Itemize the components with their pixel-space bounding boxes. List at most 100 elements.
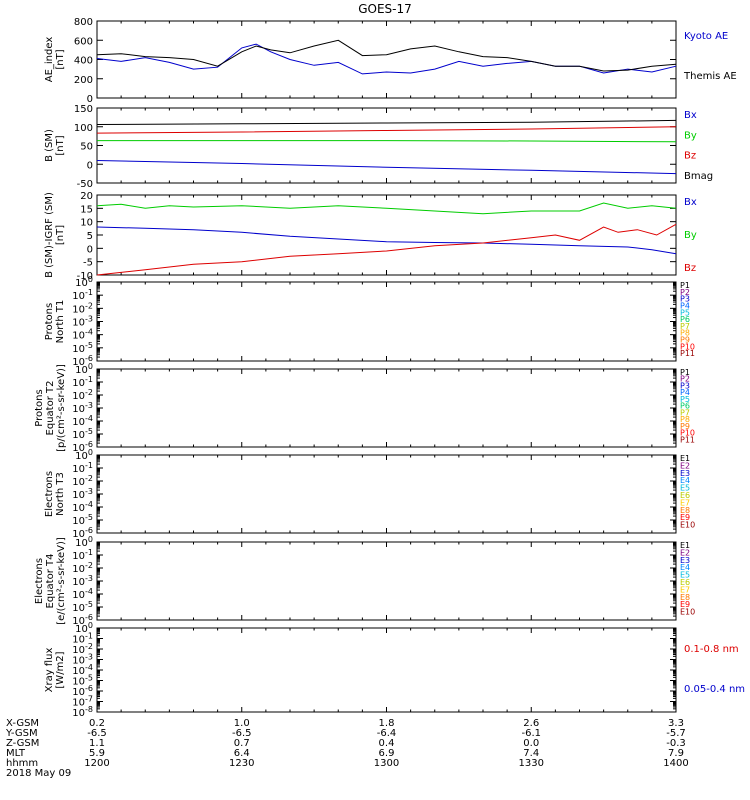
panel-2	[96, 107, 677, 184]
y-tick-label: 800	[74, 17, 93, 28]
x-info-value: 1400	[663, 758, 688, 769]
series-line-by	[97, 140, 677, 143]
series-line-bx	[96, 226, 677, 255]
legend-e6: E6	[680, 491, 690, 500]
series-line-bx	[96, 160, 677, 175]
y-tick-label: -10	[77, 271, 93, 282]
series-line-bmag	[96, 119, 677, 125]
y-tick-label: 20	[80, 191, 93, 202]
y-tick-label: 10-6	[72, 684, 93, 698]
y-axis-label: North T1	[55, 300, 66, 344]
x-info-value: 1.0	[234, 718, 250, 729]
x-info-label: hhmm	[6, 758, 38, 769]
legend-p6: P6	[680, 315, 690, 324]
legend-e7: E7	[680, 498, 690, 507]
legend-p1: P1	[680, 368, 690, 377]
legend-bz: Bz	[684, 263, 696, 274]
legend-xray-short: 0.05-0.4 nm	[684, 684, 745, 695]
legend-p10: P10	[680, 429, 695, 438]
panel-4	[96, 281, 677, 362]
legend-p4: P4	[680, 388, 690, 397]
y-tick-label: 10-5	[72, 600, 93, 614]
y-tick-label: 15	[80, 204, 93, 215]
y-tick-label: 10-3	[72, 653, 93, 667]
x-info-value: 1.8	[379, 718, 395, 729]
legend-e2: E2	[680, 461, 690, 470]
legend-p6: P6	[680, 402, 690, 411]
legend-themis-ae: Themis AE	[683, 71, 737, 82]
y-tick-label: 10-4	[72, 414, 93, 428]
legend-e10: E10	[680, 521, 695, 530]
y-tick-label: 10-1	[72, 375, 93, 389]
y-tick-label: 10-5	[72, 513, 93, 527]
legend-p11: P11	[680, 349, 695, 358]
y-axis-label: [e/(cm²-s-sr-keV)]	[56, 537, 67, 625]
panel-frame	[96, 541, 677, 621]
y-axis-label: [p/(cm²-s-sr-keV)]	[56, 364, 67, 452]
y-axis-label: [nT]	[55, 225, 66, 245]
legend-e8: E8	[680, 593, 690, 602]
legend-p1: P1	[680, 281, 690, 290]
x-info-value: 7.9	[668, 748, 684, 759]
y-axis-label: B (SM)-IGRF (SM)	[44, 192, 55, 278]
panel-6	[96, 454, 677, 534]
y-axis-label: Equator T4	[45, 554, 56, 609]
legend-p2: P2	[680, 288, 690, 297]
legend-bx: Bx	[684, 110, 697, 121]
panel-frame	[96, 454, 677, 534]
x-info-label: Z-GSM	[6, 738, 39, 749]
legend-p2: P2	[680, 375, 690, 384]
y-axis-label: [nT]	[55, 49, 66, 69]
y-tick-label: 10-6	[72, 354, 93, 368]
y-axis-label: [nT]	[55, 135, 66, 155]
legend-e8: E8	[680, 506, 690, 515]
y-tick-label: 10-5	[72, 674, 93, 688]
y-tick-label: 10-8	[72, 705, 93, 719]
y-tick-label: 10-4	[72, 587, 93, 601]
y-tick-label: 10-6	[72, 526, 93, 540]
legend-e2: E2	[680, 548, 690, 557]
y-axis-label: AE_index	[44, 37, 55, 83]
legend-p5: P5	[680, 308, 690, 317]
x-info-value: 1330	[519, 758, 544, 769]
y-tick-label: 5	[87, 231, 93, 242]
y-tick-label: -5	[83, 258, 93, 269]
legend-p9: P9	[680, 336, 690, 345]
y-tick-label: 100	[75, 448, 93, 462]
y-tick-label: 400	[74, 56, 93, 67]
legend-e1: E1	[680, 454, 690, 463]
y-tick-label: 10-3	[72, 487, 93, 501]
y-axis-label: [W/m2]	[55, 651, 66, 688]
y-tick-label: 10-2	[72, 561, 93, 575]
date-label: 2018 May 09	[6, 768, 71, 779]
y-tick-label: 10-7	[72, 695, 93, 709]
y-tick-label: 100	[74, 123, 93, 134]
y-axis-label: North T3	[55, 472, 66, 516]
legend-e3: E3	[680, 469, 690, 478]
x-info-value: -6.1	[521, 728, 541, 739]
y-tick-label: 10-6	[72, 440, 93, 454]
panel-7	[96, 541, 677, 621]
x-info-value: -6.5	[87, 728, 107, 739]
y-tick-label: 0	[87, 160, 93, 171]
legend-p8: P8	[680, 329, 690, 338]
legend-p3: P3	[680, 381, 690, 390]
y-axis-label: Electrons	[44, 471, 55, 517]
y-tick-label: 100	[75, 275, 93, 289]
y-tick-label: 600	[74, 36, 93, 47]
panel-frame	[96, 627, 677, 713]
legend-e5: E5	[680, 484, 690, 493]
y-tick-label: 10-2	[72, 301, 93, 315]
legend-p7: P7	[680, 322, 690, 331]
y-tick-label: 10-1	[72, 548, 93, 562]
x-info-label: Y-GSM	[5, 728, 38, 739]
panel-8	[96, 627, 677, 713]
y-tick-label: 200	[74, 75, 93, 86]
y-tick-label: 10-1	[72, 288, 93, 302]
y-tick-label: 10-5	[72, 427, 93, 441]
legend-xray-long: 0.1-0.8 nm	[684, 644, 739, 655]
x-info-value: 7.4	[523, 748, 539, 759]
y-axis-label: Equator T2	[45, 381, 56, 436]
x-info-value: -6.5	[232, 728, 252, 739]
x-info-value: 5.9	[89, 748, 105, 759]
